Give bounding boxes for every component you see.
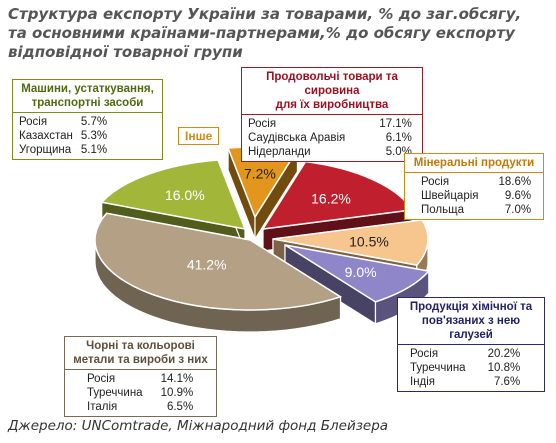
callout-food-title: Продовольчі товари та сировина для їх ви…: [242, 68, 422, 115]
country: Польща: [421, 204, 464, 216]
callout-food-title-2: для їх виробництва: [275, 99, 389, 111]
callout-minerals: Мінеральні продукти Росія 18.6% Швейцарія…: [404, 153, 544, 220]
callout-machinery: Машини, устаткування, транспортні засоби…: [12, 79, 163, 160]
share: 10.8%: [487, 362, 521, 374]
country: Угорщина: [19, 144, 72, 156]
share: 6.5%: [166, 401, 194, 413]
country: Казахстан: [19, 130, 73, 142]
table-row: Росія 5.7%: [19, 115, 107, 129]
table-row: Росія 20.2%: [410, 347, 520, 361]
callout-other: Інше: [178, 127, 220, 145]
country: Нідерланди: [248, 146, 311, 158]
table-row: Казахстан 5.3%: [19, 129, 107, 143]
country: Італія: [87, 401, 118, 413]
table-row: Італія 6.5%: [87, 400, 193, 414]
country: Індія: [410, 376, 436, 388]
table-row: Туреччина 10.9%: [87, 386, 193, 400]
country: Швейцарія: [421, 190, 479, 202]
slice-label-metals: 41.2%: [187, 257, 227, 273]
title-line-3: відповідної товарної групи: [8, 43, 243, 61]
share: 5.1%: [80, 144, 108, 156]
slice-label-other: 7.2%: [244, 166, 276, 182]
callout-food-title-1: Продовольчі товари та сировина: [266, 71, 398, 97]
slice-label-food: 16.2%: [311, 190, 351, 206]
country: Росія: [19, 116, 48, 128]
share: 7.0%: [504, 204, 532, 216]
callout-chemical-table: Росія 20.2% Туреччина 10.8% Індія 7.6%: [410, 347, 520, 389]
table-row: Польща 7.0%: [421, 203, 531, 217]
table-row: Саудівська Аравія 6.1%: [248, 131, 412, 145]
share: 6.1%: [385, 132, 412, 144]
callout-metals: Чорні та кольорові метали та вироби з ни…: [64, 336, 217, 417]
slice-label-chemical: 9.0%: [345, 264, 377, 280]
callout-minerals-title-1: Мінеральні продукти: [413, 157, 535, 169]
slice-label-machinery: 16.0%: [165, 187, 205, 203]
callout-chemical: Продукція хімічної та пов'язаних з нею г…: [397, 297, 545, 392]
country: Росія: [421, 176, 450, 188]
callout-machinery-table: Росія 5.7% Казахстан 5.3% Угорщина 5.1%: [19, 115, 107, 157]
table-row: Індія 7.6%: [410, 375, 520, 389]
table-row: Нідерланди 5.0%: [248, 145, 412, 159]
chart-title: Структура експорту України за товарами, …: [8, 5, 548, 62]
share: 20.2%: [487, 348, 521, 360]
source-note: Джерело: UNComtrade, Міжнародний фонд Бл…: [8, 418, 389, 434]
callout-chemical-title-1: Продукція хімічної та: [409, 301, 533, 313]
callout-metals-table: Росія 14.1% Туреччина 10.9% Італія 6.5%: [87, 372, 193, 414]
callout-food: Продовольчі товари та сировина для їх ви…: [241, 67, 423, 162]
share: 5.0%: [385, 146, 412, 158]
title-line-2: та основними країнами-партнерами,% до об…: [8, 24, 515, 42]
title-line-1: Структура експорту України за товарами, …: [8, 5, 522, 23]
callout-machinery-title: Машини, устаткування, транспортні засоби: [13, 80, 162, 113]
callout-machinery-title-1: Машини, устаткування,: [21, 83, 154, 95]
table-row: Росія 17.1%: [248, 117, 412, 131]
pie-slice-machinery: [100, 159, 247, 230]
share: 7.6%: [493, 376, 521, 388]
share: 5.3%: [80, 130, 108, 142]
country: Росія: [87, 373, 116, 385]
callout-food-table: Росія 17.1% Саудівська Аравія 6.1% Нідерла…: [248, 117, 412, 159]
pie-slice-metals: [94, 212, 343, 311]
country: Росія: [410, 348, 439, 360]
country: Туреччина: [87, 387, 143, 399]
pie-labels: 7.2% 16.2% 10.5% 9.0% 41.2% 16.0%: [165, 166, 389, 280]
callout-metals-title-2: метали та вироби з них: [73, 354, 208, 366]
share: 18.6%: [498, 176, 532, 188]
table-row: Швейцарія 9.6%: [421, 189, 531, 203]
callout-machinery-title-2: транспортні засоби: [31, 97, 144, 109]
callout-metals-title-1: Чорні та кольорові: [86, 340, 195, 352]
table-row: Туреччина 10.8%: [410, 361, 520, 375]
table-row: Росія 18.6%: [421, 175, 531, 189]
callout-chemical-title: Продукція хімічної та пов'язаних з нею г…: [398, 298, 544, 345]
table-row: Росія 14.1%: [87, 372, 193, 386]
table-row: Угорщина 5.1%: [19, 143, 107, 157]
pie-slice-minerals: [272, 219, 429, 266]
callout-minerals-title: Мінеральні продукти: [405, 154, 543, 173]
callout-minerals-table: Росія 18.6% Швейцарія 9.6% Польща 7.0%: [421, 175, 531, 217]
share: 14.1%: [160, 373, 194, 385]
country: Росія: [248, 118, 277, 130]
country: Саудівська Аравія: [248, 132, 346, 144]
callout-metals-title: Чорні та кольорові метали та вироби з ни…: [65, 337, 216, 370]
share: 10.9%: [160, 387, 194, 399]
pie-tops: [94, 146, 431, 311]
country: Туреччина: [410, 362, 466, 374]
slice-label-minerals: 10.5%: [349, 233, 389, 249]
pie-slice-chemical: [284, 244, 431, 303]
share: 17.1%: [379, 118, 412, 130]
share: 5.7%: [80, 116, 108, 128]
callout-chemical-title-2: пов'язаних з нею галузей: [421, 315, 521, 341]
share: 9.6%: [504, 190, 532, 202]
